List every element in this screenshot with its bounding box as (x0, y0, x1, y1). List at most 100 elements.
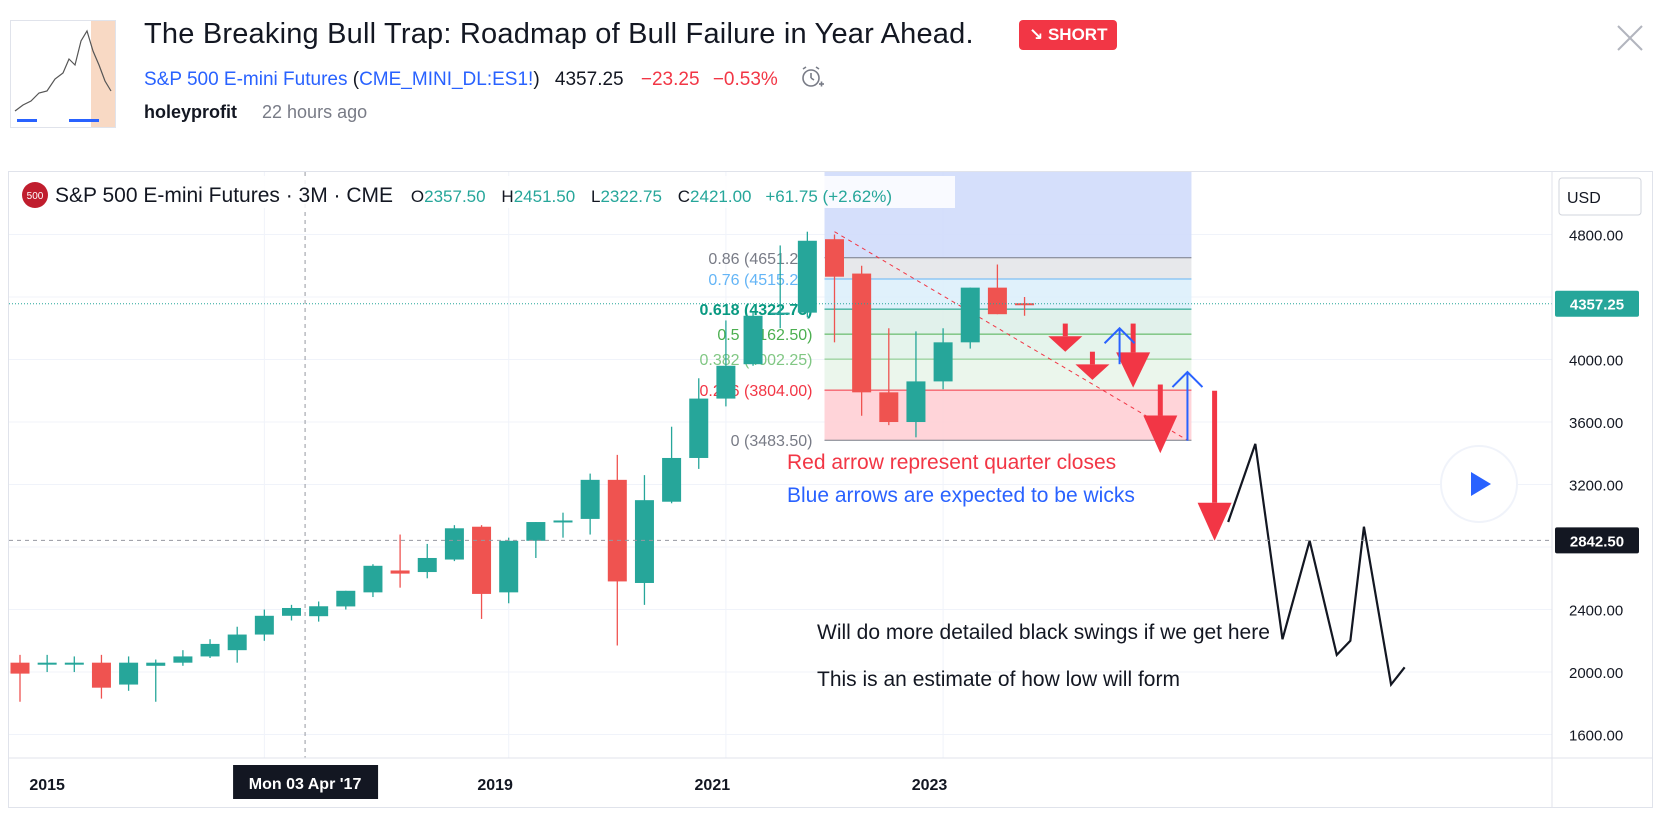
candle-body (417, 557, 437, 573)
symbol-link[interactable]: S&P 500 E-mini Futures (144, 69, 348, 91)
candle-body (634, 500, 654, 583)
candle (797, 231, 817, 318)
fib-zone (824, 279, 1192, 310)
red-arrow[interactable] (1116, 323, 1151, 388)
candle (254, 609, 274, 641)
candle (987, 264, 1007, 315)
add-alert-icon[interactable] (799, 64, 825, 96)
candle-body (254, 615, 274, 635)
price-tick-label: 2000.00 (1569, 665, 1623, 682)
fib-retracement[interactable]: 0 (3483.50)0.236 (3804.00)0.382 (4002.25… (700, 172, 1192, 450)
candle (825, 234, 844, 343)
candle (37, 654, 57, 673)
red-arrow-head (1143, 415, 1178, 454)
fib-level-label: 0.76 (4515.25) (708, 272, 812, 289)
blue-arrow[interactable] (1171, 370, 1204, 441)
price-chart[interactable]: 0 (3483.50)0.236 (3804.00)0.382 (4002.25… (9, 172, 1653, 808)
chart-thumbnail[interactable] (10, 20, 116, 128)
blue-arrow-note[interactable]: Blue arrows are expected to be wicks (787, 484, 1135, 507)
candle-body (1015, 303, 1035, 306)
candle-body (825, 239, 844, 277)
fib-level-label: 0.5 (4162.50) (717, 327, 812, 344)
red-arrow-head (1197, 502, 1232, 541)
ticker-close-paren: ) (533, 69, 540, 91)
replay-button[interactable] (1440, 445, 1518, 523)
chart-legend: 500 S&P 500 E-mini Futures · 3M · CME O2… (15, 176, 955, 208)
candle (662, 426, 682, 504)
chart-drawings[interactable] (1048, 323, 1406, 688)
ticker-link[interactable]: CME_MINI_DL:ES1! (359, 69, 534, 91)
symbol-row: S&P 500 E-mini Futures (CME_MINI_DL:ES1!… (144, 64, 825, 96)
legend-close-value: 2421.00 (690, 187, 751, 206)
candle-body (580, 479, 600, 519)
legend-close-label: C (678, 187, 690, 206)
fib-zone (824, 309, 1192, 335)
candle (444, 525, 464, 562)
last-price: 4357.25 (554, 69, 624, 91)
currency-label: USD (1567, 190, 1601, 207)
candle (309, 601, 329, 622)
legend-open-label: O (411, 187, 424, 206)
chart-container[interactable]: 0 (3483.50) 0.236 (3804.00) 0.382 (4002.25… (8, 171, 1653, 808)
candle-body (879, 392, 899, 423)
time-tick-label: 2019 (477, 777, 513, 794)
black-swing-note[interactable]: Will do more detailed black swings if we… (817, 621, 1270, 644)
time-tick-label: 2023 (912, 777, 948, 794)
fib-level-label: 0.618 (4322.75) (700, 302, 813, 319)
candle-body (933, 342, 953, 382)
red-arrow[interactable] (1048, 323, 1083, 352)
currency-button[interactable]: USD (1558, 177, 1642, 216)
time-tick-label: 2021 (695, 777, 731, 794)
candle (743, 312, 763, 366)
red-arrow[interactable] (1075, 351, 1110, 380)
legend-low-value: 2322.75 (600, 187, 661, 206)
candle-body (472, 526, 492, 594)
red-arrow-head (1116, 352, 1151, 388)
legend-high-label: H (501, 187, 513, 206)
candle-body (987, 287, 1007, 315)
candle (91, 654, 111, 699)
price-axis[interactable]: 4800.00 4000.00 3600.00 3200.00 2400.00 2000.… (1555, 228, 1639, 745)
candle (499, 537, 519, 604)
candle-body (64, 662, 84, 665)
candle (119, 656, 139, 691)
candle-body (119, 662, 139, 685)
candle-body (37, 662, 57, 665)
candle (363, 564, 383, 598)
candle-body (363, 565, 383, 593)
time-axis[interactable]: 2015 2019 2021 2023 Mon 03 Apr '17 (29, 765, 947, 799)
symbol-logo-text: 500 (27, 191, 44, 202)
author-name[interactable]: holeyprofit (144, 102, 237, 122)
legend-background (15, 176, 955, 208)
price-tick-label: 2400.00 (1569, 603, 1623, 620)
candle-body (444, 528, 464, 560)
candle (933, 328, 953, 390)
author-row: holeyprofit 22 hours ago (144, 102, 367, 123)
legend-change: +61.75 (+2.62%) (765, 187, 892, 206)
red-arrow-head (1048, 336, 1083, 352)
low-estimate-note[interactable]: This is an estimate of how low will form (817, 668, 1180, 691)
chart-grid (9, 172, 1552, 758)
crosshair-price-tag: 2842.50 (1555, 527, 1639, 554)
annotation-texts[interactable]: Red arrow represent quarter closes Blue … (787, 451, 1270, 691)
candle-body (960, 287, 980, 343)
thumbnail-preview (11, 21, 115, 127)
blue-arrow-head (1103, 326, 1136, 344)
candle-body (716, 365, 736, 399)
candle (580, 473, 600, 535)
black-swing-path[interactable] (1227, 443, 1406, 688)
candle-body (607, 479, 627, 582)
candle-body (227, 634, 247, 651)
price-tick-label: 3600.00 (1569, 415, 1623, 432)
candle-body (499, 540, 519, 593)
close-icon[interactable] (1614, 22, 1646, 54)
candle (227, 626, 247, 663)
candle-body (146, 662, 166, 666)
red-arrow-note[interactable]: Red arrow represent quarter closes (787, 451, 1116, 474)
blue-arrow[interactable] (1103, 326, 1136, 365)
candle-body (336, 590, 356, 607)
red-arrow[interactable] (1197, 390, 1232, 541)
price-tag-label: 4357.25 (1570, 297, 1624, 314)
candle (607, 454, 627, 646)
red-arrow[interactable] (1143, 384, 1178, 454)
